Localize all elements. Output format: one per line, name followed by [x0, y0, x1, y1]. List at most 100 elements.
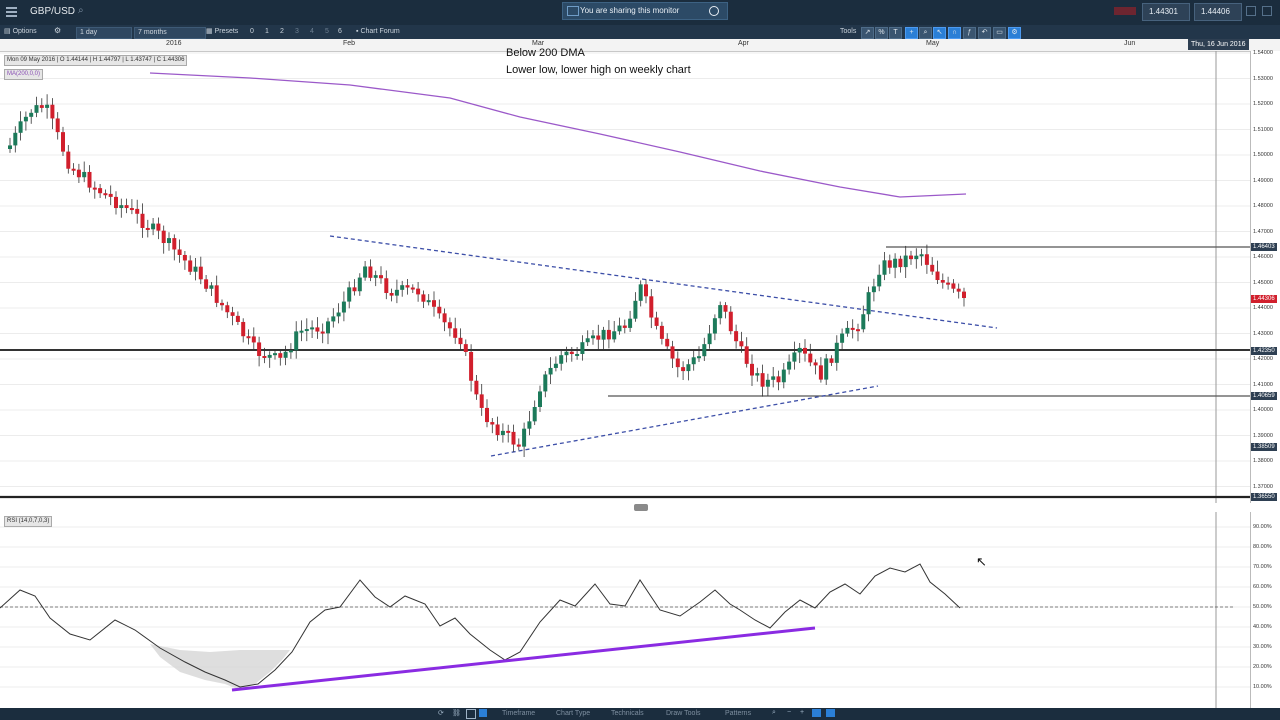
candle-body: [182, 254, 187, 261]
options-menu[interactable]: ▤ Options: [4, 27, 37, 37]
range-select[interactable]: 7 months: [134, 27, 206, 39]
candle-body: [840, 333, 845, 343]
rsi-pane[interactable]: RSI (14,0,7,0,3) 90.00% 80.00% 70.00% 60.00…: [0, 512, 1280, 708]
patterns-tab[interactable]: Patterns: [725, 710, 752, 717]
candle-body: [18, 121, 23, 133]
undo-icon[interactable]: ↶: [978, 27, 991, 39]
preset-1[interactable]: 1: [265, 28, 269, 35]
chart-settings-icon[interactable]: ⚙: [1008, 27, 1021, 39]
preset-5[interactable]: 5: [325, 28, 329, 35]
price-chart-pane[interactable]: Mon 09 May 2016 | O 1.44144 | H 1.44797 …: [0, 47, 1280, 503]
screenshot-icon[interactable]: [466, 709, 476, 719]
chart-forum-link[interactable]: ▪ Chart Forum: [356, 27, 400, 37]
rsi-legend[interactable]: RSI (14,0,7,0,3): [4, 516, 53, 527]
presets-menu[interactable]: ▦ Presets: [206, 27, 238, 37]
symbol-label[interactable]: GBP/USD: [30, 6, 76, 17]
price-chart[interactable]: [0, 51, 1280, 503]
fit-icon[interactable]: [812, 709, 821, 717]
candle-body: [622, 325, 627, 328]
rsi-tick-label: 40.00%: [1253, 624, 1272, 630]
candle-body: [871, 286, 876, 293]
date-label-may: May: [926, 40, 940, 47]
candle-body: [691, 357, 696, 365]
scroll-left-icon[interactable]: −: [787, 709, 792, 716]
timeframe-tab[interactable]: Timeframe: [502, 710, 536, 717]
chart-annotation[interactable]: Below 200 DMA Lower low, lower high on w…: [506, 45, 691, 79]
pane-splitter[interactable]: [0, 503, 1280, 512]
window-minimize-icon[interactable]: [1246, 6, 1256, 16]
candle-body: [903, 255, 908, 268]
preset-6[interactable]: 6: [338, 28, 342, 35]
top-bar: GBP/USD ⌕ You are sharing this monitor 1…: [0, 0, 1280, 25]
text-tool-icon[interactable]: T: [889, 27, 902, 39]
window-maximize-icon[interactable]: [1262, 6, 1272, 16]
candle-body: [389, 293, 394, 296]
stop-sharing-icon[interactable]: [709, 6, 719, 16]
alert-icon[interactable]: [1114, 7, 1136, 15]
ask-price-button[interactable]: 1.44406: [1194, 3, 1242, 21]
price-tick-label: 1.53000: [1253, 75, 1273, 82]
candle-body: [299, 330, 304, 333]
candle-body: [198, 266, 203, 280]
candle-body: [119, 205, 124, 209]
bid-price-button[interactable]: 1.44301: [1142, 3, 1190, 21]
date-label-feb: Feb: [343, 40, 356, 47]
candle-body: [437, 306, 442, 314]
layout-icon[interactable]: [479, 709, 487, 717]
splitter-handle[interactable]: [634, 504, 648, 511]
draw-tools-tab[interactable]: Draw Tools: [666, 710, 701, 717]
refresh-icon[interactable]: ⟳: [438, 710, 444, 717]
preset-2[interactable]: 2: [280, 28, 284, 35]
candle-body: [463, 344, 468, 352]
candle-body: [172, 238, 177, 250]
candle-body: [511, 431, 516, 445]
candle-body: [914, 255, 919, 260]
candle-body: [845, 327, 850, 334]
candle-body: [214, 285, 219, 303]
candle-body: [946, 282, 951, 285]
candle-body: [495, 424, 500, 436]
candle-body: [363, 266, 368, 278]
preset-3[interactable]: 3: [295, 28, 299, 35]
zoom-icon[interactable]: ⌕: [919, 27, 932, 39]
candles-icon[interactable]: [826, 709, 835, 717]
forum-icon: ▪: [356, 28, 361, 35]
bottom-level-badge: 1.36550: [1251, 493, 1277, 501]
candle-body: [564, 351, 569, 356]
candle-body: [909, 255, 913, 260]
crosshair-icon[interactable]: +: [905, 27, 918, 39]
indicator-icon[interactable]: ƒ: [963, 27, 976, 39]
candle-body: [728, 311, 733, 332]
candle-body: [209, 285, 214, 289]
zoom-in-icon[interactable]: +: [800, 709, 805, 716]
preset-4[interactable]: 4: [310, 28, 314, 35]
price-tick-label: 1.51000: [1253, 126, 1273, 133]
preset-0[interactable]: 0: [250, 28, 254, 35]
ma-legend[interactable]: MA(200,0,0): [4, 69, 44, 80]
candle-body: [516, 444, 521, 447]
zoom-icon-bottom[interactable]: ⌕: [772, 709, 776, 716]
print-icon[interactable]: ▭: [993, 27, 1006, 39]
rsi-chart[interactable]: [0, 512, 1280, 708]
candle-body: [432, 300, 436, 307]
settings-icon[interactable]: ⚙: [54, 26, 62, 35]
percent-icon[interactable]: %: [875, 27, 888, 39]
link-icon[interactable]: ⛓: [452, 710, 461, 717]
candle-body: [882, 260, 887, 275]
candle-body: [522, 428, 527, 447]
candle-body: [670, 346, 675, 359]
cursor-icon[interactable]: ↖: [933, 27, 946, 39]
search-icon[interactable]: ⌕: [78, 5, 84, 16]
candle-body: [506, 430, 511, 433]
candle-body: [188, 260, 193, 272]
candle-body: [930, 264, 935, 272]
interval-select[interactable]: 1 day: [76, 27, 132, 39]
menu-icon[interactable]: [6, 7, 17, 17]
candle-body: [638, 284, 643, 301]
candle-body: [426, 300, 431, 303]
magnet-icon[interactable]: ∩: [948, 27, 961, 39]
chart-type-tab[interactable]: Chart Type: [556, 710, 591, 717]
draw-line-icon[interactable]: ↗: [861, 27, 874, 39]
technicals-tab[interactable]: Technicals: [611, 710, 644, 717]
candle-body: [559, 355, 564, 364]
